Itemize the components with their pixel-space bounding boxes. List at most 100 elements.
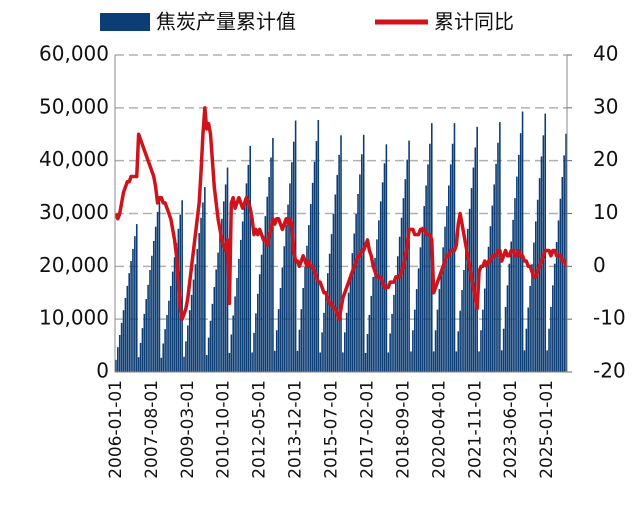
bar <box>311 182 314 372</box>
y-tick-label: 10,000 <box>39 306 109 330</box>
bar <box>419 247 422 372</box>
bar <box>351 253 354 372</box>
bar <box>512 219 514 372</box>
bar <box>224 184 227 372</box>
bar <box>230 334 233 372</box>
bar <box>256 293 259 372</box>
bar <box>383 163 386 372</box>
bar <box>173 257 176 372</box>
bar <box>472 167 475 372</box>
y2-tick-label: -20 <box>593 359 626 383</box>
bar <box>171 271 174 372</box>
bar <box>204 187 206 372</box>
bar <box>340 135 342 372</box>
bar <box>466 228 469 372</box>
bar <box>359 174 361 372</box>
bar <box>145 299 147 372</box>
bar <box>141 328 144 372</box>
bar <box>521 111 524 372</box>
bar <box>500 350 503 372</box>
bar <box>361 154 363 372</box>
bar <box>525 328 528 372</box>
bar <box>393 294 395 372</box>
bar <box>321 332 323 372</box>
bar <box>185 341 187 372</box>
bar <box>205 355 208 372</box>
bar <box>238 258 240 372</box>
y2-tick-label: 20 <box>593 147 618 171</box>
bar <box>442 247 444 372</box>
bar <box>546 350 548 372</box>
bar <box>268 177 270 372</box>
bar <box>264 216 267 372</box>
y-tick-label: 50,000 <box>39 94 109 118</box>
bar <box>396 256 399 372</box>
bar <box>277 309 280 372</box>
x-tick-label: 2006-01-01 <box>106 380 126 479</box>
bar <box>561 177 564 372</box>
bar <box>156 211 159 372</box>
bar <box>387 352 390 372</box>
bar <box>362 134 365 372</box>
bar <box>499 122 501 373</box>
bar <box>213 286 216 372</box>
bar <box>449 164 452 372</box>
bar <box>413 309 416 372</box>
bar <box>219 235 221 372</box>
bar <box>506 285 509 372</box>
bar <box>398 236 401 372</box>
bar <box>372 276 374 372</box>
y2-tick-label: 40 <box>593 42 618 66</box>
bar <box>120 322 123 372</box>
bar <box>451 143 454 372</box>
bar <box>181 200 183 372</box>
bar <box>132 248 134 372</box>
bar <box>124 298 127 372</box>
y-tick-label: 40,000 <box>39 147 109 171</box>
bar <box>134 236 136 372</box>
bar <box>281 267 284 372</box>
bar <box>468 208 471 372</box>
y-tick-label: 30,000 <box>39 200 109 224</box>
bar <box>175 243 178 372</box>
bar <box>514 198 516 372</box>
x-tick-label: 2021-11-01 <box>465 380 485 479</box>
bar <box>353 233 356 372</box>
x-tick-label: 2015-07-01 <box>322 380 342 479</box>
bar <box>395 275 397 372</box>
bar <box>421 226 424 372</box>
bar <box>298 329 301 372</box>
bar <box>417 268 420 372</box>
bar <box>374 257 376 372</box>
bar <box>510 241 513 372</box>
bar <box>557 220 560 372</box>
bar <box>378 220 380 372</box>
bar <box>202 202 204 372</box>
bar <box>457 331 460 372</box>
bar <box>149 270 151 372</box>
y2-tick-label: 10 <box>593 200 618 224</box>
bar <box>190 294 193 372</box>
bar <box>345 312 348 372</box>
bar <box>309 203 312 372</box>
bar <box>440 268 443 372</box>
bar <box>536 199 539 372</box>
bar <box>192 279 195 372</box>
bar <box>169 285 172 372</box>
bar <box>459 310 461 372</box>
bar <box>260 254 263 372</box>
x-tick-label: 2020-04-01 <box>429 380 449 479</box>
x-tick-label: 2018-09-01 <box>393 380 413 479</box>
bar <box>483 288 486 372</box>
bar <box>410 351 412 372</box>
bar <box>463 270 465 372</box>
bar <box>272 137 274 372</box>
bar <box>207 337 210 372</box>
x-tick-label: 2009-03-01 <box>178 380 198 479</box>
bar <box>308 225 310 372</box>
bar <box>274 350 276 372</box>
bar <box>497 142 499 372</box>
bar <box>389 333 391 372</box>
bar <box>162 343 165 372</box>
bar <box>166 314 168 372</box>
